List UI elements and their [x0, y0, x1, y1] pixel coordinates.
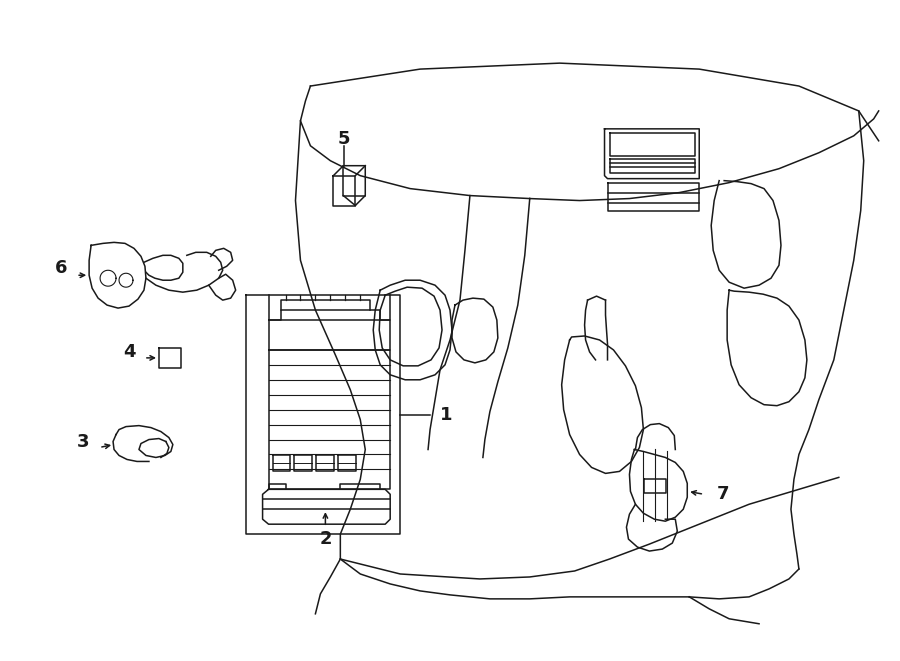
- Text: 3: 3: [76, 432, 89, 451]
- Text: 4: 4: [122, 343, 135, 361]
- Text: 2: 2: [320, 530, 331, 548]
- Text: 1: 1: [440, 406, 453, 424]
- Text: 5: 5: [338, 130, 351, 148]
- Text: 7: 7: [717, 485, 730, 503]
- Text: 6: 6: [55, 259, 68, 277]
